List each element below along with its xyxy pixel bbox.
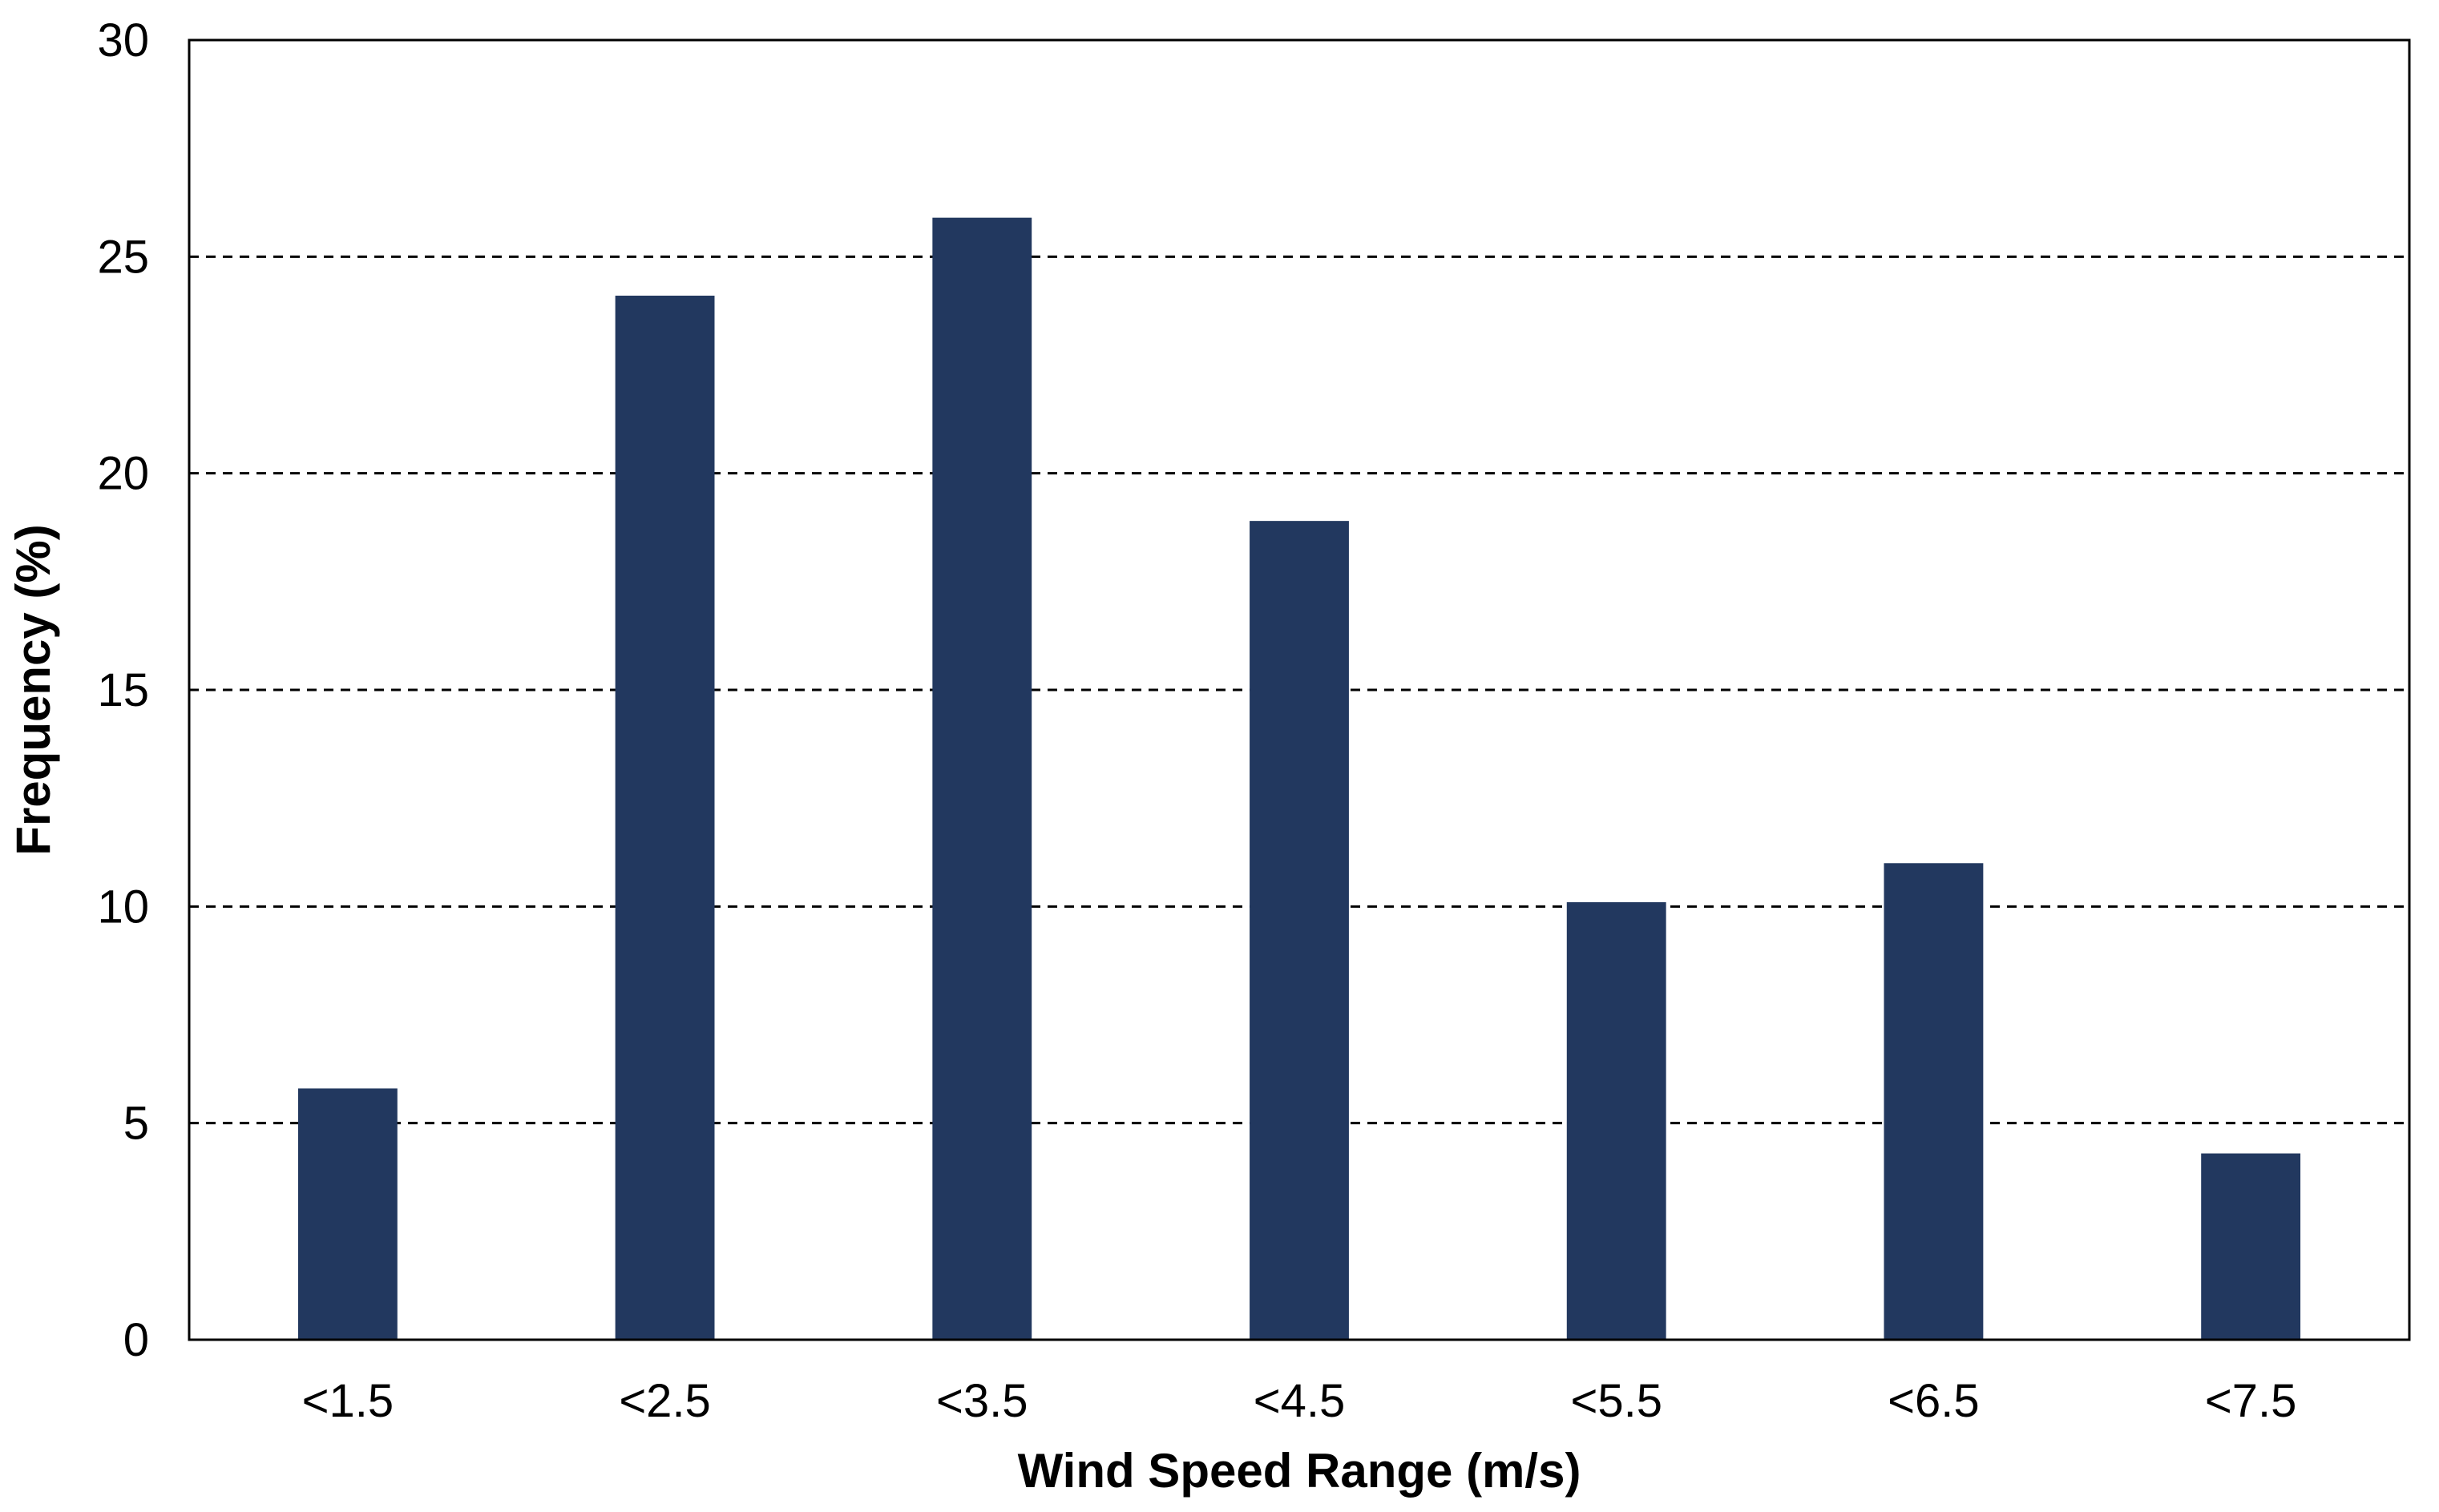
y-axis-ticks: 0 5 10 15 20 25 30 xyxy=(97,14,149,1366)
bar xyxy=(2201,1153,2301,1340)
bars xyxy=(297,217,2301,1340)
bar xyxy=(297,1088,398,1340)
x-tick-label: <4.5 xyxy=(1254,1375,1346,1427)
y-tick-label: 25 xyxy=(97,231,149,283)
bar xyxy=(1884,863,1984,1340)
y-tick-label: 15 xyxy=(97,664,149,716)
x-tick-label: <5.5 xyxy=(1570,1375,1662,1427)
bar xyxy=(1566,901,1666,1340)
x-tick-label: <2.5 xyxy=(619,1375,711,1427)
bar xyxy=(932,217,1032,1340)
y-tick-label: 0 xyxy=(123,1314,149,1366)
bar xyxy=(1250,521,1349,1340)
y-axis-title: Frequency (%) xyxy=(6,524,60,855)
y-tick-label: 20 xyxy=(97,448,149,500)
x-tick-label: <3.5 xyxy=(936,1375,1028,1427)
x-axis-title: Wind Speed Range (m/s) xyxy=(1018,1444,1581,1498)
x-tick-label: <6.5 xyxy=(1888,1375,1980,1427)
bar xyxy=(615,295,715,1340)
x-axis-ticks: <1.5 <2.5 <3.5 <4.5 <5.5 <6.5 <7.5 xyxy=(302,1375,2297,1427)
x-tick-label: <7.5 xyxy=(2205,1375,2297,1427)
y-tick-label: 10 xyxy=(97,881,149,933)
plot-area-frame xyxy=(188,38,2411,1341)
y-tick-label: 30 xyxy=(97,14,149,67)
y-tick-label: 5 xyxy=(123,1098,149,1150)
x-tick-label: <1.5 xyxy=(302,1375,394,1427)
